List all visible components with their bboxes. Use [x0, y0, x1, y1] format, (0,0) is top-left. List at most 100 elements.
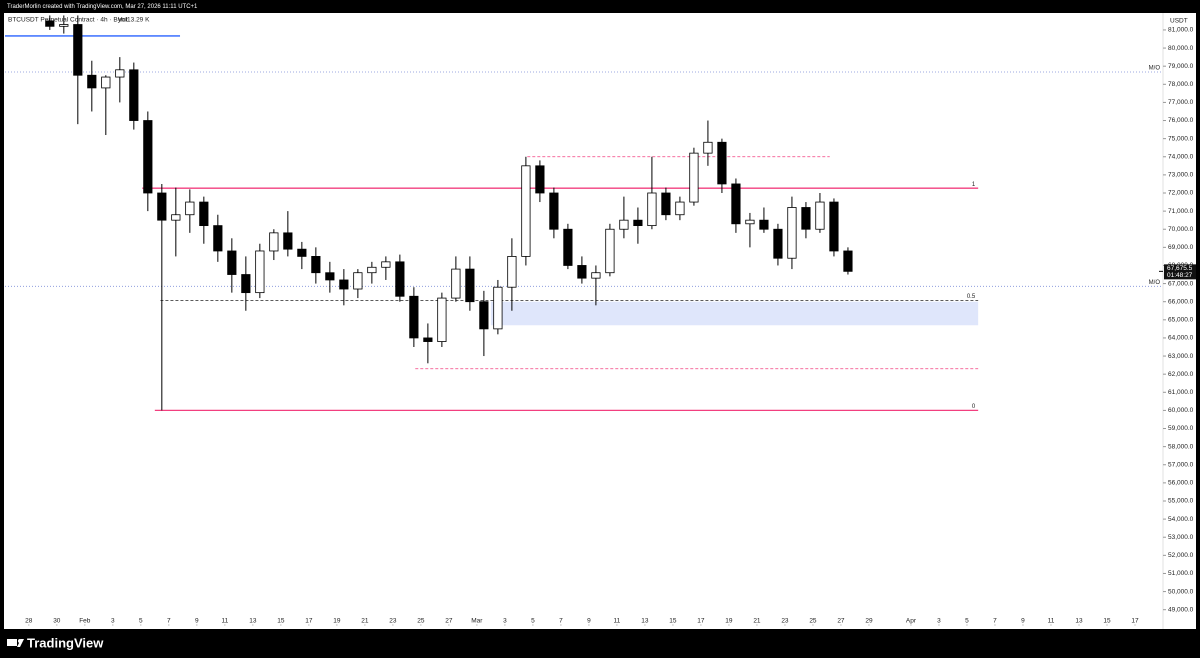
x-tick-label: 15	[1103, 618, 1111, 625]
x-tick-label: 13	[249, 618, 257, 625]
y-tick-label: 75,000.0	[1168, 135, 1194, 142]
x-tick-label: 30	[53, 618, 61, 625]
candle-body	[731, 183, 741, 225]
x-tick-label: 25	[809, 618, 817, 625]
x-tick-label: 15	[669, 618, 677, 625]
y-tick-label: 58,000.0	[1168, 443, 1194, 450]
y-tick-label: 64,000.0	[1168, 335, 1194, 342]
y-tick-label: 71,000.0	[1168, 208, 1194, 215]
x-tick-label: 17	[1131, 618, 1139, 625]
x-tick-label: 13	[1075, 618, 1083, 625]
x-tick-label: 3	[937, 618, 941, 625]
candle-body	[241, 274, 251, 294]
candle-body	[815, 201, 825, 230]
candle-body	[675, 201, 685, 216]
level-label: 0.5	[967, 294, 976, 300]
y-tick-label: 49,000.0	[1168, 606, 1194, 613]
candle-body	[143, 120, 153, 194]
candle-body	[283, 232, 293, 250]
y-tick-label: 53,000.0	[1168, 534, 1194, 541]
level-label: M/O	[1149, 66, 1161, 72]
x-tick-label: 19	[333, 618, 341, 625]
x-tick-label: 21	[753, 618, 761, 625]
candle-body	[73, 24, 83, 76]
y-tick-label: 78,000.0	[1168, 81, 1194, 88]
level-label: 0	[972, 404, 976, 410]
brand-logo	[7, 639, 24, 647]
candle-body	[101, 76, 111, 89]
x-tick-label: 28	[25, 618, 33, 625]
x-tick-label: 7	[993, 618, 997, 625]
x-tick-label: 3	[503, 618, 507, 625]
candle-body	[45, 20, 55, 27]
candle-body	[325, 272, 335, 281]
y-tick-label: 57,000.0	[1168, 461, 1194, 468]
x-tick-label: 3	[111, 618, 115, 625]
candle-body	[129, 69, 139, 121]
x-tick-label: 5	[965, 618, 969, 625]
y-tick-label: 51,000.0	[1168, 570, 1194, 577]
candle-body	[801, 207, 811, 230]
candle-body	[297, 248, 307, 257]
x-tick-label: 21	[361, 618, 369, 625]
x-tick-label: 15	[277, 618, 285, 625]
x-tick-label: 9	[1021, 618, 1025, 625]
y-tick-label: 73,000.0	[1168, 172, 1194, 179]
y-tick-label: 74,000.0	[1168, 153, 1194, 160]
x-tick-label: Feb	[79, 618, 91, 625]
x-tick-label: 11	[614, 618, 621, 625]
x-tick-label: 19	[725, 618, 733, 625]
y-tick-label: 52,000.0	[1168, 552, 1194, 559]
candle-body	[437, 297, 447, 342]
candle-body	[423, 337, 433, 342]
candle-body	[661, 192, 671, 216]
candle-body	[507, 256, 517, 288]
x-tick-label: 27	[445, 618, 453, 625]
x-tick-label: 11	[1048, 618, 1055, 625]
y-tick-label: 79,000.0	[1168, 63, 1194, 70]
y-tick-label: 65,000.0	[1168, 317, 1194, 324]
candle-body	[647, 192, 657, 227]
candle-body	[521, 165, 531, 257]
candle-body	[689, 152, 699, 203]
y-tick-label: 70,000.0	[1168, 226, 1194, 233]
candle-body	[269, 232, 279, 252]
x-tick-label: 29	[865, 618, 873, 625]
candle-body	[745, 219, 755, 225]
y-tick-label: 56,000.0	[1168, 480, 1194, 487]
x-tick-label: 23	[389, 618, 397, 625]
candle-body	[465, 268, 475, 303]
y-tick-label: 81,000.0	[1168, 27, 1194, 34]
y-tick-label: 63,000.0	[1168, 353, 1194, 360]
x-tick-label: 5	[139, 618, 143, 625]
y-tick-label: 60,000.0	[1168, 407, 1194, 414]
candle-body	[563, 228, 573, 266]
candle-body	[493, 286, 503, 330]
x-tick-label: Apr	[906, 618, 917, 625]
candle-body	[367, 266, 377, 274]
level-label: 1	[972, 182, 976, 188]
candle-body	[717, 141, 727, 185]
y-tick-label: 59,000.0	[1168, 425, 1194, 432]
y-tick-label: 67,000.0	[1168, 280, 1194, 287]
candle-body	[619, 219, 629, 230]
x-tick-label: 7	[167, 618, 171, 625]
x-tick-label: 9	[195, 618, 199, 625]
candle-body	[479, 301, 489, 330]
x-tick-label: 11	[221, 618, 228, 625]
y-tick-label: 55,000.0	[1168, 498, 1194, 505]
y-tick-label: 72,000.0	[1168, 190, 1194, 197]
candle-body	[535, 165, 545, 194]
candle-body	[311, 256, 321, 274]
candle-body	[199, 201, 209, 227]
x-tick-label: 5	[531, 618, 535, 625]
candle-body	[829, 201, 839, 252]
brand: TradingView	[27, 635, 104, 650]
candle-body	[115, 69, 125, 78]
candle-body	[759, 219, 769, 230]
candle-body	[787, 207, 797, 259]
x-tick-label: 17	[305, 618, 313, 625]
candle-body	[773, 228, 783, 259]
candle-body	[843, 250, 853, 272]
